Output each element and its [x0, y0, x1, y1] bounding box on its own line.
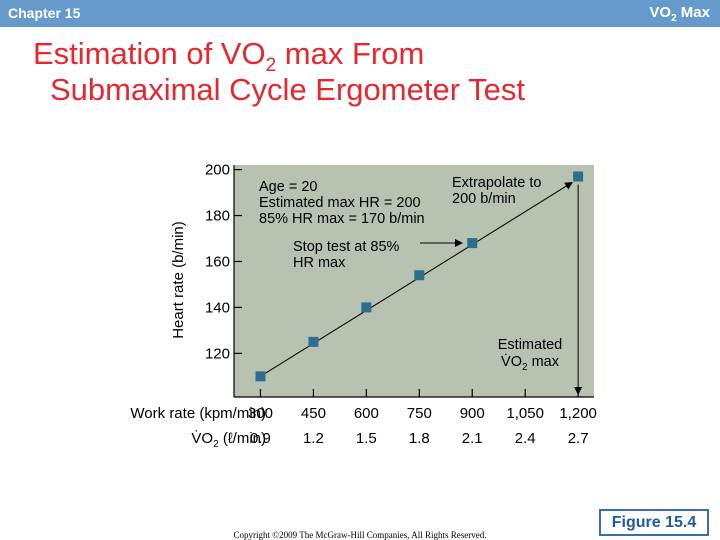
page-title: Estimation of VO2 max From Submaximal Cy… [33, 36, 525, 107]
y-tick-label: 180 [205, 208, 230, 225]
x-axis-label: Work rate (kpm/min) [130, 405, 266, 422]
estimated-vo2-annotation: V̇O2 max [501, 353, 560, 373]
x-tick-label: 300 [248, 405, 273, 422]
y-axis-label: Heart rate (b/min) [170, 221, 187, 339]
x-tick-label: 750 [407, 405, 432, 422]
x-tick-label: 900 [460, 405, 485, 422]
vo2-tick-label: 2.7 [568, 430, 589, 447]
vo2-tick-label: 1.5 [356, 430, 377, 447]
y-tick-label: 120 [205, 345, 230, 362]
x-tick-label: 1,050 [506, 405, 544, 422]
vo2-tick-label: 1.8 [409, 430, 430, 447]
vo2-tick-label: 2.1 [462, 430, 483, 447]
stop-test-annotation: HR max [293, 255, 346, 271]
info-annotation: Estimated max HR = 200 [259, 195, 421, 211]
topic-label: VO2 Max [649, 4, 710, 24]
chapter-label: Chapter 15 [8, 5, 81, 21]
info-annotation: Age = 20 [259, 179, 317, 195]
header-bar: Chapter 15 VO2 Max [0, 0, 720, 27]
stop-test-annotation: Stop test at 85% [293, 239, 400, 255]
y-tick-label: 200 [205, 162, 230, 179]
vo2-axis-label: V̇O2 (ℓ/min) [191, 430, 266, 450]
x-tick-label: 1,200 [559, 405, 597, 422]
vo2-tick-label: 0.9 [250, 430, 271, 447]
figure-label: Figure 15.4 [599, 509, 709, 536]
data-point [361, 302, 372, 313]
x-tick-label: 450 [301, 405, 326, 422]
x-tick-label: 600 [354, 405, 379, 422]
y-tick-label: 140 [205, 299, 230, 316]
extrapolate-annotation: Extrapolate to [452, 175, 541, 191]
extrapolate-annotation: 200 b/min [452, 191, 516, 207]
data-point [308, 336, 319, 347]
data-point [414, 270, 425, 281]
data-point [467, 238, 478, 249]
vo2-tick-label: 1.2 [303, 430, 324, 447]
y-tick-label: 160 [205, 253, 230, 270]
estimated-annotation: Estimated [498, 337, 562, 353]
info-annotation: 85% HR max = 170 b/min [259, 211, 425, 227]
data-point [255, 371, 266, 382]
vo2-tick-label: 2.4 [515, 430, 536, 447]
copyright-text: Copyright ©2009 The McGraw-Hill Companie… [233, 530, 487, 540]
data-point [573, 171, 584, 182]
